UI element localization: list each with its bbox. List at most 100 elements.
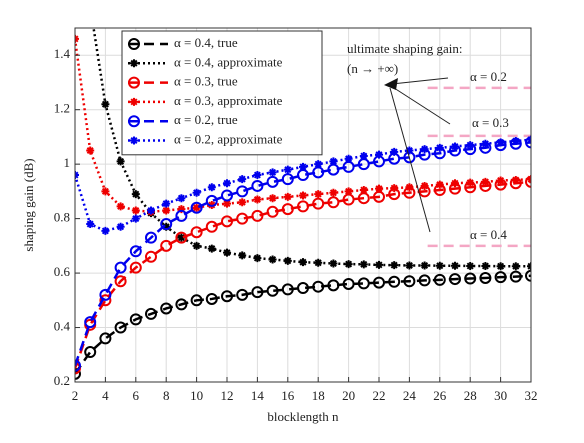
y-tick-label: 0.4 bbox=[54, 319, 71, 334]
x-tick-label: 10 bbox=[190, 388, 203, 403]
legend-label: α = 0.4, true bbox=[174, 35, 238, 50]
marker bbox=[327, 279, 340, 292]
marker bbox=[147, 206, 155, 215]
marker bbox=[145, 231, 157, 244]
marker bbox=[329, 157, 338, 166]
marker bbox=[390, 184, 399, 193]
ultimate-lines bbox=[427, 86, 531, 248]
marker bbox=[281, 173, 294, 186]
x-tick-label: 8 bbox=[163, 388, 170, 403]
marker bbox=[299, 191, 307, 200]
arrow bbox=[390, 85, 451, 125]
marker bbox=[223, 179, 231, 188]
annotation-title: ultimate shaping gain: bbox=[347, 41, 463, 56]
marker bbox=[435, 143, 444, 152]
marker bbox=[84, 316, 97, 329]
x-tick-label: 14 bbox=[251, 388, 265, 403]
marker bbox=[130, 59, 138, 68]
marker bbox=[116, 222, 125, 231]
marker bbox=[205, 292, 218, 305]
marker bbox=[190, 294, 203, 307]
marker bbox=[466, 178, 475, 187]
ticks: 2 4 6 8 10 12 14 16 18 20 22 24 26 28 30 320.20.40.60.8… bbox=[54, 46, 538, 403]
series bbox=[75, 34, 531, 216]
marker bbox=[129, 245, 142, 258]
marker bbox=[160, 239, 173, 252]
x-tick-label: 16 bbox=[281, 388, 295, 403]
marker bbox=[312, 280, 325, 293]
marker bbox=[177, 194, 186, 203]
legend-label: α = 0.2, approximate bbox=[174, 131, 283, 146]
marker bbox=[236, 185, 249, 198]
marker bbox=[207, 244, 216, 253]
marker bbox=[268, 194, 277, 203]
x-tick-label: 20 bbox=[342, 388, 355, 403]
marker bbox=[253, 195, 262, 204]
marker bbox=[145, 307, 157, 320]
marker bbox=[190, 201, 203, 214]
ultimate-gain-label: α = 0.3 bbox=[472, 115, 509, 130]
marker bbox=[268, 255, 277, 264]
marker bbox=[342, 277, 355, 290]
marker bbox=[299, 258, 307, 267]
marker bbox=[84, 346, 97, 359]
marker bbox=[525, 269, 531, 282]
marker bbox=[359, 260, 368, 269]
marker bbox=[466, 141, 475, 150]
marker bbox=[297, 282, 309, 295]
marker bbox=[344, 260, 353, 269]
marker bbox=[116, 202, 125, 211]
x-tick-label: 26 bbox=[433, 388, 447, 403]
y-tick-label: 0.2 bbox=[54, 373, 70, 388]
marker bbox=[86, 146, 95, 155]
marker bbox=[129, 313, 142, 326]
marker bbox=[192, 188, 201, 197]
y-tick-label: 0.8 bbox=[54, 210, 70, 225]
marker bbox=[420, 261, 429, 270]
annotations: ultimate shaping gain: (n → +∞) α = 0.2 α… bbox=[347, 41, 509, 242]
marker bbox=[129, 261, 142, 274]
marker bbox=[312, 197, 325, 210]
marker bbox=[75, 367, 81, 380]
x-tick-label: 32 bbox=[525, 388, 538, 403]
marker bbox=[266, 205, 279, 218]
marker bbox=[314, 190, 323, 199]
x-tick-label: 6 bbox=[133, 388, 140, 403]
marker bbox=[344, 154, 353, 163]
marker bbox=[162, 199, 171, 208]
marker bbox=[405, 146, 414, 155]
marker bbox=[238, 175, 247, 184]
marker bbox=[511, 262, 520, 271]
x-tick-label: 12 bbox=[221, 388, 234, 403]
marker bbox=[99, 294, 112, 307]
marker bbox=[253, 254, 262, 263]
marker bbox=[236, 212, 249, 225]
y-axis-label: shaping gain (dB) bbox=[21, 158, 36, 251]
marker bbox=[128, 115, 140, 128]
marker bbox=[99, 288, 112, 301]
marker bbox=[403, 275, 416, 288]
ultimate-gain-label: α = 0.2 bbox=[470, 69, 507, 84]
marker bbox=[130, 136, 138, 145]
marker bbox=[299, 162, 307, 171]
marker bbox=[99, 332, 112, 345]
x-tick-label: 28 bbox=[464, 388, 477, 403]
marker bbox=[405, 261, 414, 270]
marker bbox=[177, 205, 186, 214]
marker bbox=[357, 277, 370, 290]
marker bbox=[314, 258, 323, 267]
marker bbox=[388, 275, 401, 288]
marker bbox=[509, 270, 522, 283]
marker bbox=[251, 179, 264, 192]
legend-label: α = 0.2, true bbox=[174, 112, 238, 127]
marker bbox=[525, 136, 531, 149]
marker bbox=[433, 273, 446, 286]
marker bbox=[268, 168, 277, 177]
marker bbox=[253, 171, 262, 180]
x-axis-label: blocklength n bbox=[267, 409, 339, 424]
marker bbox=[525, 175, 531, 188]
ultimate-gain-label: α = 0.4 bbox=[470, 227, 507, 242]
marker bbox=[221, 290, 233, 303]
marker bbox=[281, 203, 294, 216]
